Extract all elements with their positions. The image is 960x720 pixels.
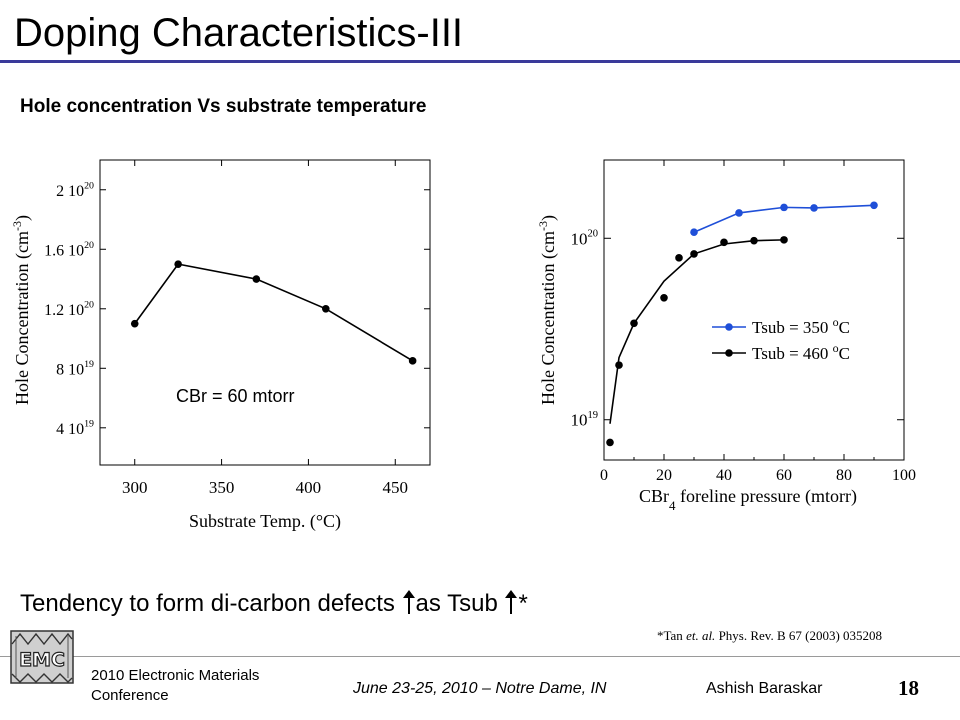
data-point	[725, 349, 733, 357]
citation: *Tan et. al. Phys. Rev. B 67 (2003) 0352…	[657, 628, 882, 644]
citation-journal: Phys. Rev. B 67 (2003) 035208	[715, 628, 883, 643]
chart1-frame	[99, 159, 431, 466]
legend-label: Tsub = 350 oC	[752, 315, 850, 337]
footer-divider	[0, 656, 960, 657]
data-point	[675, 254, 683, 262]
data-point	[321, 304, 330, 313]
y-tick-label: 2 1020	[56, 181, 94, 200]
date-location: June 23-25, 2010 – Notre Dame, IN	[353, 680, 607, 697]
chart1-annotation: CBr = 60 mtorr	[176, 386, 295, 406]
up-arrow-icon	[505, 590, 518, 614]
x-tick-label: 0	[600, 467, 608, 484]
data-point	[252, 275, 261, 283]
title-underline	[0, 60, 960, 63]
legend-label: Tsub = 460 oC	[752, 341, 850, 363]
x-tick-label: 40	[716, 467, 732, 484]
x-tick-label: 80	[836, 467, 852, 484]
chart1-ylabel: Hole Concentration (cm-3)	[10, 215, 33, 405]
series-line	[134, 263, 414, 362]
tendency-footnote-mark: *	[518, 590, 528, 617]
author-name: Ashish Baraskar	[706, 680, 823, 697]
data-point	[750, 236, 758, 245]
data-point	[174, 260, 182, 268]
citation-authors: *Tan	[657, 628, 687, 643]
y-tick-label: 4 1019	[56, 419, 94, 438]
y-tick-label: 1019	[570, 410, 598, 430]
data-point	[780, 203, 788, 212]
y-tick-label: 1020	[570, 229, 598, 249]
conference-line-2: Conference	[91, 687, 169, 704]
data-point	[780, 236, 788, 244]
x-tick-label: 100	[892, 467, 916, 484]
y-tick-label: 1.6 1020	[44, 240, 94, 259]
x-tick-label: 60	[776, 467, 792, 484]
data-point	[660, 293, 668, 302]
emc-logo: EMC	[10, 630, 74, 684]
data-point	[690, 250, 698, 258]
slide-title: Doping Characteristics-III	[14, 11, 464, 55]
data-point	[408, 357, 417, 365]
chart2-ylabel: Hole Concentration (cm-3)	[536, 215, 559, 405]
data-point	[735, 209, 743, 217]
series-line	[609, 239, 785, 424]
y-tick-label: 8 1019	[56, 359, 94, 378]
x-tick-label: 400	[296, 478, 322, 497]
data-point	[606, 438, 614, 447]
chart2-frame	[603, 159, 905, 461]
logo-text: EMC	[19, 649, 65, 671]
data-point	[870, 201, 878, 210]
data-point	[720, 238, 728, 247]
tendency-statement: Tendency to form di-carbon defects as Ts…	[20, 590, 528, 618]
chart2-xlabel: CBr4 foreline pressure (mtorr)	[639, 486, 857, 513]
data-point	[630, 319, 638, 328]
y-tick-label: 1.2 1020	[44, 300, 94, 319]
citation-etal: et. al.	[686, 628, 716, 643]
data-point	[810, 204, 818, 212]
x-tick-label: 350	[209, 478, 235, 497]
x-tick-label: 20	[656, 467, 672, 484]
x-tick-label: 300	[122, 478, 148, 497]
conference-name: 2010 Electronic Materials Conference	[91, 666, 291, 706]
conference-line-1: 2010 Electronic Materials	[91, 667, 260, 684]
slide-number: 18	[898, 676, 919, 700]
data-point	[725, 323, 733, 331]
data-point	[615, 361, 623, 369]
data-point	[690, 228, 698, 237]
slide-subtitle: Hole concentration Vs substrate temperat…	[20, 96, 427, 117]
data-point	[130, 319, 139, 328]
up-arrow-icon	[402, 590, 415, 614]
tendency-text-2: as Tsub	[415, 590, 505, 617]
chart1-xlabel: Substrate Temp. (°C)	[189, 511, 341, 532]
tendency-text-1: Tendency to form di-carbon defects	[20, 590, 402, 617]
x-tick-label: 450	[383, 478, 409, 497]
